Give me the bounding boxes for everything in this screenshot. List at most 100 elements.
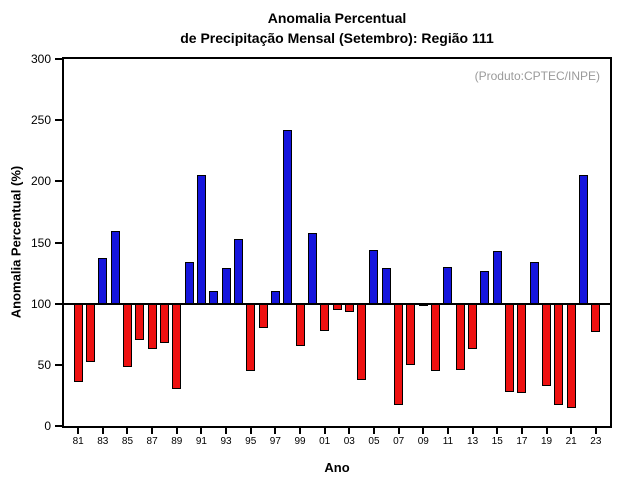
x-axis-label: Ano: [324, 460, 350, 475]
x-tick-mark-11: [446, 428, 449, 434]
x-tick-label-81: 81: [72, 436, 84, 447]
bar-1995: [246, 303, 256, 371]
bar-2012: [455, 303, 465, 370]
bar-2004: [357, 303, 367, 380]
bar-2022: [579, 175, 588, 304]
y-tick-mark-100: [55, 302, 62, 305]
bar-2019: [542, 303, 552, 386]
plot-area: (Produto:CPTEC/INPE): [62, 57, 612, 428]
bar-2013: [468, 303, 478, 349]
y-tick-label-300: 300: [30, 52, 51, 66]
bar-1988: [159, 303, 169, 343]
source-annotation: (Produto:CPTEC/INPE): [474, 69, 600, 83]
bar-1994: [233, 238, 243, 304]
x-tick-mark-83: [101, 428, 104, 434]
y-tick-label-0: 0: [44, 419, 51, 433]
x-tick-mark-07: [397, 428, 400, 434]
chart-title: Anomalia Percentual de Precipitação Mens…: [62, 8, 612, 48]
bar-2023: [591, 303, 601, 332]
bar-2009: [418, 303, 428, 306]
x-tick-mark-13: [471, 428, 474, 434]
x-tick-label-19: 19: [540, 436, 553, 447]
x-tick-label-07: 07: [393, 436, 405, 447]
x-tick-label-03: 03: [343, 436, 355, 447]
x-tick-label-09: 09: [417, 436, 429, 447]
x-tick-mark-93: [225, 428, 228, 434]
x-tick-mark-03: [348, 428, 351, 434]
bar-1984: [110, 231, 120, 304]
bar-2005: [369, 249, 379, 304]
x-tick-label-83: 83: [97, 436, 109, 447]
x-tick-label-15: 15: [491, 436, 503, 447]
x-tick-mark-05: [372, 428, 375, 434]
x-tick-label-05: 05: [368, 436, 380, 447]
bar-1986: [135, 303, 145, 341]
x-tick-label-93: 93: [220, 436, 232, 447]
bar-2014: [480, 270, 490, 304]
x-tick-label-99: 99: [294, 436, 306, 447]
bar-1987: [147, 303, 157, 349]
x-tick-label-17: 17: [516, 436, 528, 447]
bar-2002: [332, 303, 342, 310]
bar-1996: [258, 303, 268, 329]
bar-2000: [307, 232, 317, 304]
x-tick-label-21: 21: [565, 436, 577, 447]
bar-1983: [98, 258, 108, 304]
x-tick-mark-23: [594, 428, 597, 434]
bar-2006: [381, 268, 391, 304]
bar-1991: [196, 175, 206, 304]
x-tick-mark-97: [274, 428, 277, 434]
bar-1989: [172, 303, 182, 390]
bar-2020: [554, 303, 564, 406]
x-tick-label-95: 95: [245, 436, 257, 447]
bar-2021: [566, 303, 576, 408]
bar-1992: [209, 291, 219, 304]
x-tick-label-13: 13: [467, 436, 479, 447]
bar-2017: [517, 303, 527, 393]
bar-2001: [320, 303, 330, 331]
y-tick-label-250: 250: [30, 113, 51, 128]
bar-2010: [431, 303, 441, 371]
x-tick-mark-95: [249, 428, 252, 434]
bar-1997: [270, 291, 280, 304]
x-tick-label-97: 97: [269, 436, 281, 447]
bar-2008: [406, 303, 416, 365]
bar-2011: [443, 266, 453, 304]
y-axis-label: Anomalia Percentual (%): [8, 165, 24, 319]
y-tick-mark-250: [55, 119, 62, 122]
bar-2018: [529, 262, 539, 304]
x-tick-mark-21: [570, 428, 573, 434]
y-tick-label-50: 50: [37, 357, 51, 372]
x-tick-mark-09: [422, 428, 425, 434]
x-tick-mark-17: [520, 428, 523, 434]
chart-title-line2: de Precipitação Mensal (Setembro): Regiã…: [180, 30, 494, 46]
bar-2003: [344, 303, 354, 313]
bar-1993: [221, 268, 231, 304]
y-tick-mark-300: [55, 58, 62, 60]
bar-1990: [184, 262, 194, 304]
bar-2016: [505, 303, 515, 392]
x-tick-mark-87: [151, 428, 154, 434]
x-tick-label-89: 89: [171, 436, 183, 447]
x-tick-mark-91: [200, 428, 203, 434]
bar-1982: [85, 303, 95, 363]
bar-2007: [394, 303, 404, 406]
x-tick-mark-89: [175, 428, 178, 434]
bar-2015: [492, 251, 502, 304]
x-tick-mark-81: [77, 428, 80, 434]
x-tick-mark-15: [496, 428, 499, 434]
bar-1981: [73, 303, 83, 382]
y-tick-mark-150: [55, 241, 62, 244]
bar-1985: [122, 303, 132, 368]
bar-1998: [283, 129, 293, 304]
x-tick-label-87: 87: [146, 436, 158, 447]
x-tick-label-01: 01: [319, 436, 331, 447]
bar-1999: [295, 303, 305, 347]
x-tick-mark-01: [323, 428, 326, 434]
y-tick-mark-0: [55, 425, 62, 427]
x-tick-label-23: 23: [590, 436, 602, 447]
x-tick-mark-19: [545, 428, 548, 434]
x-tick-mark-99: [299, 428, 302, 434]
y-tick-mark-200: [55, 180, 62, 183]
